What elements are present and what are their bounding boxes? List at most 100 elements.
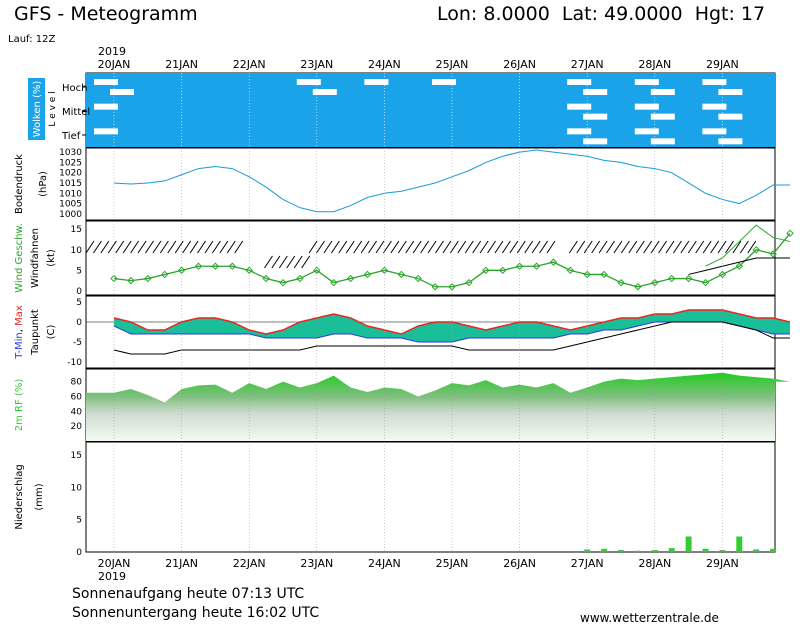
wind-speed-line bbox=[113, 232, 791, 288]
humidity-tick-label: 80 bbox=[71, 378, 83, 388]
wind-barb bbox=[643, 240, 653, 254]
wind-speed-point bbox=[262, 274, 270, 283]
date-label-bottom: 21JAN bbox=[165, 557, 198, 570]
precip-bar bbox=[719, 550, 726, 552]
pressure-tick-label: 1030 bbox=[59, 148, 82, 158]
precip-bar bbox=[685, 536, 692, 552]
date-label-top: 21JAN bbox=[165, 58, 198, 71]
source-link[interactable]: www.wetterzentrale.de bbox=[580, 611, 719, 625]
wind-barb bbox=[197, 240, 206, 254]
wind-speed-point bbox=[279, 278, 287, 287]
date-label-bottom: 22JAN bbox=[233, 557, 266, 570]
wind-barb bbox=[673, 240, 682, 254]
date-label-bottom: 23JAN bbox=[300, 557, 333, 570]
wind-tick-label: 0 bbox=[76, 287, 82, 297]
wind-speed-point bbox=[549, 258, 558, 266]
date-label-bottom: 24JAN bbox=[368, 557, 401, 570]
date-label-top: 26JAN bbox=[503, 58, 536, 71]
wind-barb bbox=[368, 240, 377, 254]
wind-barb bbox=[278, 255, 288, 269]
wind-barb bbox=[345, 240, 355, 254]
wind-speed-point bbox=[718, 270, 727, 279]
cloud-clear-patch bbox=[650, 113, 675, 120]
wind-barb bbox=[501, 240, 511, 254]
wind-barb bbox=[85, 240, 95, 254]
precip-bar bbox=[668, 548, 675, 552]
wind-barb bbox=[516, 240, 526, 254]
wind-gust-line bbox=[705, 224, 791, 267]
wind-barb bbox=[130, 240, 140, 254]
cloud-clear-patch bbox=[634, 79, 659, 85]
year-label-top: 2019 bbox=[98, 45, 126, 58]
panel-frame-precipitation bbox=[85, 441, 776, 553]
wind-speed-point bbox=[144, 274, 152, 283]
precip-bar bbox=[601, 548, 608, 552]
wind-barb bbox=[330, 240, 340, 254]
wind-barb bbox=[323, 240, 333, 254]
pressure-tick-label: 1020 bbox=[59, 169, 82, 179]
wind-barb bbox=[211, 240, 221, 254]
precip-tick-label: 5 bbox=[76, 516, 82, 526]
wind-barb bbox=[509, 240, 519, 254]
wind-speed-point bbox=[735, 262, 744, 270]
temperature-tick-label: -10 bbox=[67, 358, 82, 368]
wind-barb bbox=[717, 240, 727, 254]
cloud-axis-label: Wolken (%) bbox=[32, 81, 43, 138]
wind-barb bbox=[695, 240, 705, 254]
precip-unit-label: (mm) bbox=[34, 483, 45, 510]
wind-barb bbox=[539, 240, 549, 254]
year-label-bottom: 2019 bbox=[98, 570, 126, 583]
precip-bar bbox=[770, 548, 777, 552]
date-label-top: 20JAN bbox=[98, 58, 131, 71]
precip-tick-label: 15 bbox=[71, 451, 82, 461]
cloud-clear-patch bbox=[296, 79, 321, 85]
cloud-clear-patch bbox=[718, 113, 743, 120]
cloud-clear-patch bbox=[702, 103, 727, 110]
humidity-axis-label: 2m RF (%) bbox=[14, 379, 25, 432]
wind-barb bbox=[628, 240, 638, 254]
wind-barb bbox=[732, 240, 742, 254]
wind-speed-point bbox=[431, 283, 439, 291]
date-label-bottom: 28JAN bbox=[638, 557, 671, 570]
wind-speed-point bbox=[110, 274, 118, 283]
wind-speed-point bbox=[313, 266, 321, 275]
wind-barb bbox=[234, 240, 244, 254]
wind-speed-point bbox=[634, 283, 642, 291]
wind-barb bbox=[464, 240, 474, 254]
wind-speed-point bbox=[752, 246, 760, 254]
cloud-level-mittel: Mittel bbox=[62, 107, 90, 118]
wind-barb bbox=[487, 240, 496, 254]
humidity-area bbox=[86, 372, 790, 441]
pressure-tick-label: 1025 bbox=[59, 158, 82, 168]
cloud-clear-patch bbox=[110, 89, 134, 95]
wind-barb bbox=[583, 240, 593, 254]
cloud-label-box bbox=[28, 78, 45, 140]
precip-bar bbox=[753, 549, 760, 552]
panel-frame-pressure bbox=[85, 147, 776, 221]
wind-barb bbox=[301, 255, 311, 269]
wind-barb bbox=[383, 240, 392, 254]
wind-tick-label: 5 bbox=[76, 266, 82, 276]
date-label-bottom: 26JAN bbox=[503, 557, 536, 570]
wind-speed-point bbox=[380, 266, 389, 275]
wind-barb bbox=[620, 240, 630, 254]
wind-speed-point bbox=[515, 262, 524, 270]
wind-speed-point bbox=[667, 274, 676, 283]
wind-barb bbox=[107, 240, 117, 254]
cloud-clear-patch bbox=[432, 79, 456, 85]
cloud-clear-patch bbox=[650, 138, 675, 145]
precip-tick-label: 0 bbox=[76, 548, 82, 558]
precip-bar bbox=[702, 548, 709, 552]
cloud-clear-patch bbox=[312, 89, 337, 95]
cloud-clear-patch bbox=[364, 79, 389, 85]
date-label-top: 23JAN bbox=[300, 58, 333, 71]
wind-barb bbox=[264, 255, 273, 269]
wind-barb bbox=[546, 240, 556, 254]
pressure-unit-label: (hPa) bbox=[38, 171, 49, 197]
wind-speed-point bbox=[769, 250, 777, 258]
wind-speed-point bbox=[228, 262, 237, 270]
wind-barb bbox=[687, 240, 697, 254]
wind-speed-point bbox=[701, 278, 710, 287]
wind-barb bbox=[531, 240, 541, 254]
